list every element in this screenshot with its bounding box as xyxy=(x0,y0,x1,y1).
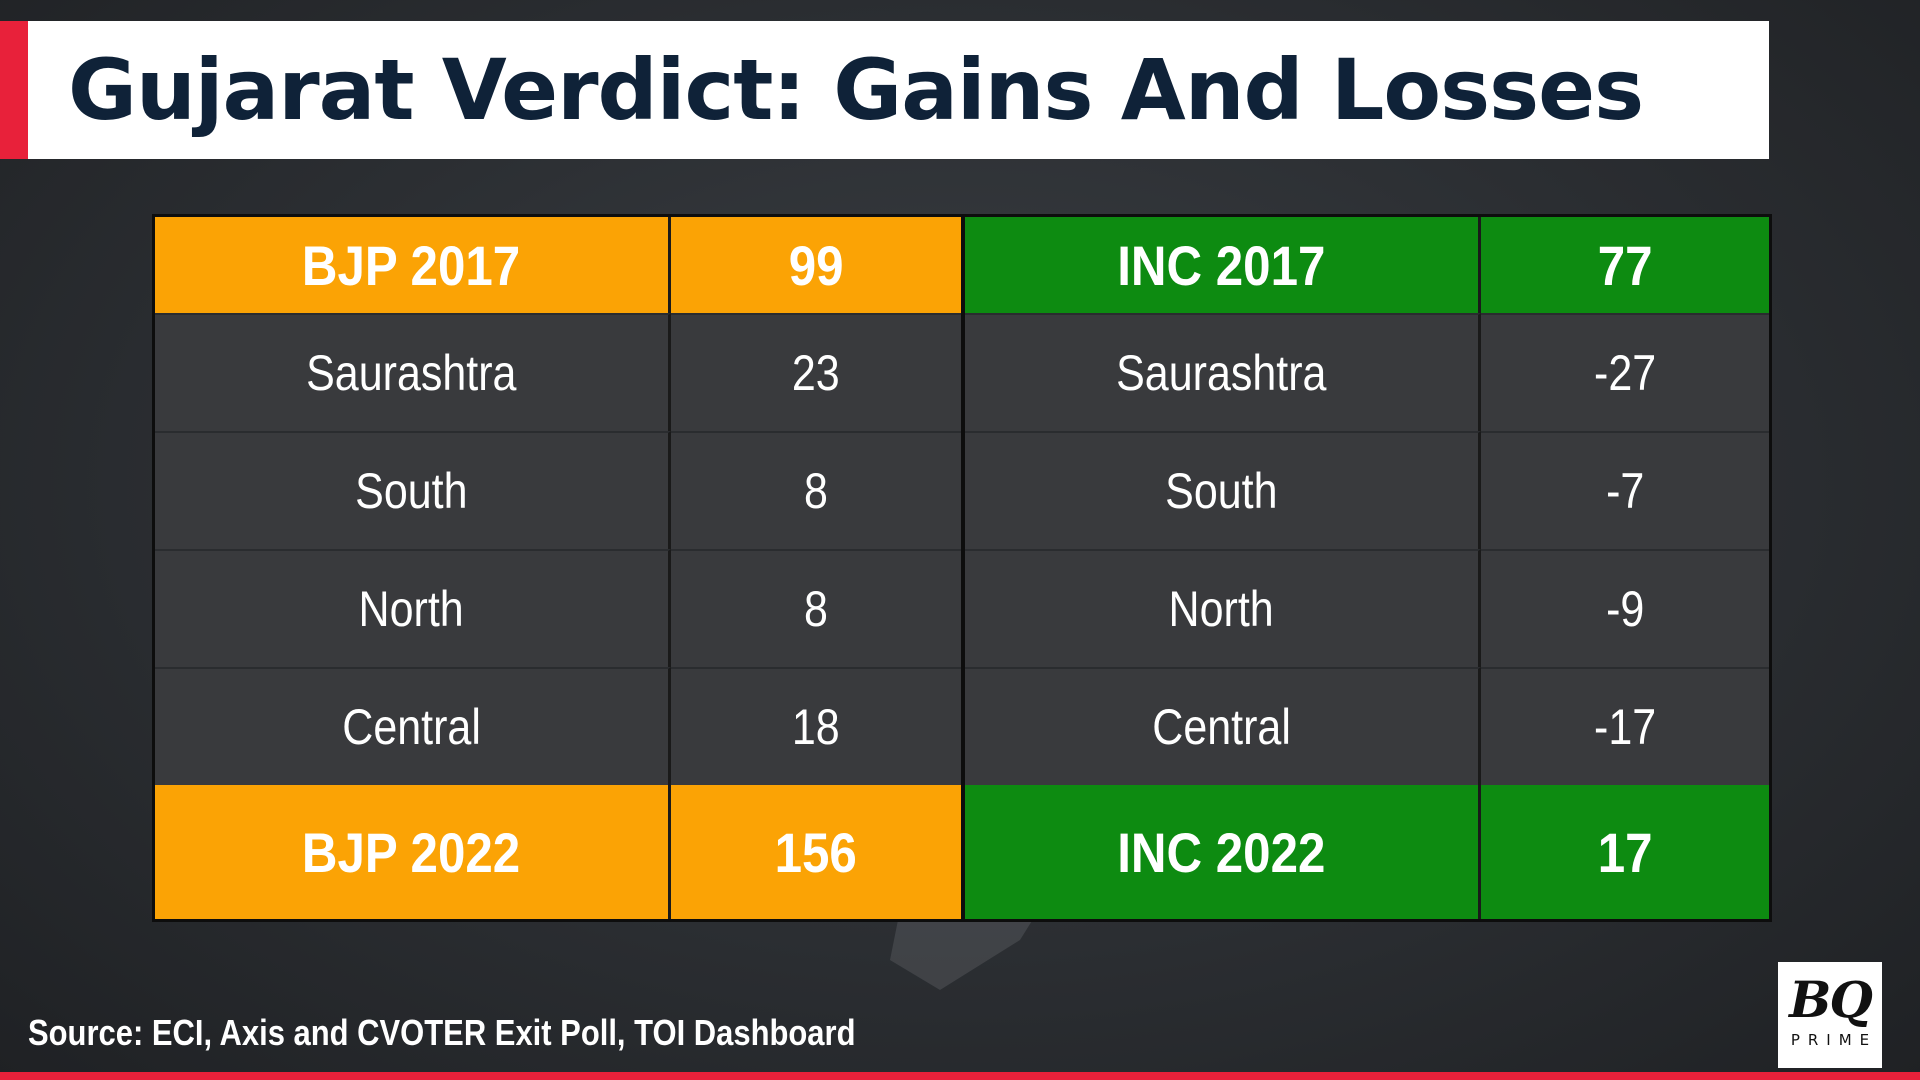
results-table: BJP 2017 99 INC 2017 77 Saurashtra 23 Sa… xyxy=(152,214,1772,922)
table-row-bjp-value: 8 xyxy=(671,431,961,549)
header-bjp-2017-value: 99 xyxy=(671,217,961,313)
page-title: Gujarat Verdict: Gains And Losses xyxy=(68,41,1644,139)
table-row-region-bjp: Saurashtra xyxy=(155,313,671,431)
logo-wordmark: BQ xyxy=(1789,970,1873,1029)
footer-inc-2022-value: 17 xyxy=(1481,785,1769,919)
title-accent-bar xyxy=(0,21,28,159)
table-row-bjp-value: 23 xyxy=(671,313,961,431)
table-row-region-bjp: Central xyxy=(155,667,671,785)
column-divider xyxy=(961,549,965,667)
table-row-region-bjp: South xyxy=(155,431,671,549)
column-divider xyxy=(961,431,965,549)
table-row-inc-value: -27 xyxy=(1481,313,1769,431)
table-row-region-bjp: North xyxy=(155,549,671,667)
table-row-bjp-value: 18 xyxy=(671,667,961,785)
footer-bjp-2022-label: BJP 2022 xyxy=(155,785,671,919)
source-note: Source: ECI, Axis and CVOTER Exit Poll, … xyxy=(28,1012,856,1053)
column-divider xyxy=(961,217,965,313)
header-bjp-2017-label: BJP 2017 xyxy=(155,217,671,313)
bottom-accent-bar xyxy=(0,1072,1920,1080)
footer-bjp-2022-value: 156 xyxy=(671,785,961,919)
bq-prime-logo: BQ PRIME xyxy=(1778,962,1882,1068)
column-divider xyxy=(961,785,965,919)
table-row-region-inc: Central xyxy=(965,667,1481,785)
table-row-inc-value: -9 xyxy=(1481,549,1769,667)
logo-subtext: PRIME xyxy=(1790,1031,1878,1049)
table-row-region-inc: Saurashtra xyxy=(965,313,1481,431)
footer-inc-2022-label: INC 2022 xyxy=(965,785,1481,919)
table-row-inc-value: -7 xyxy=(1481,431,1769,549)
table-row-bjp-value: 8 xyxy=(671,549,961,667)
header-inc-2017-value: 77 xyxy=(1481,217,1769,313)
column-divider xyxy=(961,313,965,431)
header-inc-2017-label: INC 2017 xyxy=(965,217,1481,313)
column-divider xyxy=(961,667,965,785)
table-row-inc-value: -17 xyxy=(1481,667,1769,785)
title-banner: Gujarat Verdict: Gains And Losses xyxy=(28,21,1769,159)
table-row-region-inc: South xyxy=(965,431,1481,549)
table-row-region-inc: North xyxy=(965,549,1481,667)
